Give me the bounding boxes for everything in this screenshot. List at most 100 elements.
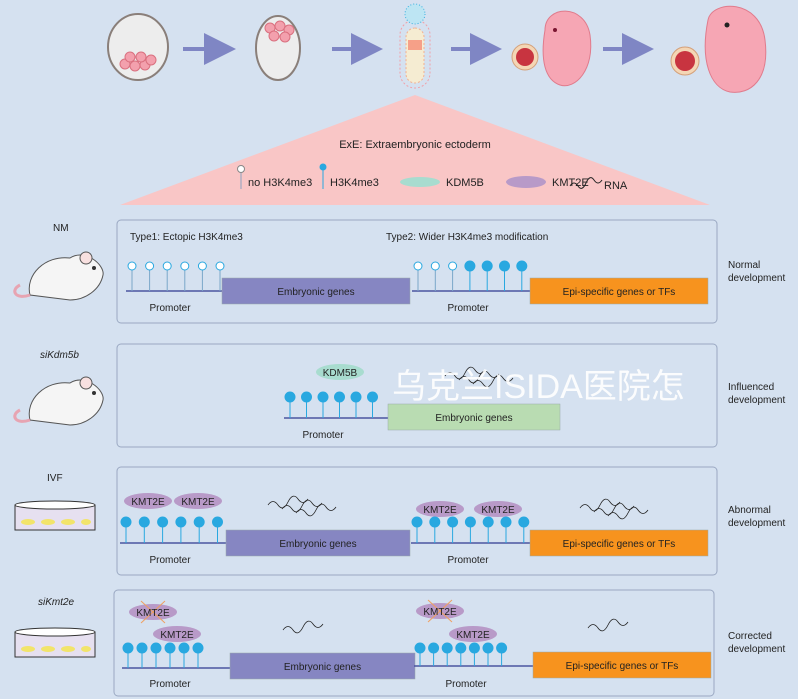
promoter-label: Promoter	[445, 679, 487, 690]
h3k4me3-pin	[468, 642, 480, 654]
h3k4me3-pin	[157, 516, 169, 528]
h3k4me3-pin	[136, 642, 148, 654]
embryo-e1-icon	[511, 10, 592, 87]
enzyme-ellipse	[124, 493, 172, 509]
rna-icon	[579, 498, 621, 512]
condition-label: siKmt2e	[38, 597, 75, 608]
gene-box	[229, 652, 416, 680]
h3k4me3-pin	[138, 516, 150, 528]
h3k4me3-pin	[164, 642, 176, 654]
h3k4me3-pin	[301, 391, 312, 403]
gene-label: Embryonic genes	[279, 539, 356, 550]
rna-icon	[267, 495, 309, 509]
exe-zoom-triangle	[120, 95, 710, 205]
rna-icon	[295, 503, 337, 517]
legend: no H3K4me3 H3K4me3 KDM5B KMT2E RNA	[237, 163, 628, 192]
kmt2e-icon	[506, 176, 546, 188]
rna-icon	[281, 499, 323, 513]
outcome-label: Influenced development	[728, 382, 785, 406]
promoter-label: Promoter	[447, 555, 489, 566]
rna-icon	[458, 370, 500, 384]
no-h3k4me3-pin	[197, 261, 207, 271]
blastocyst-icon	[107, 13, 169, 81]
implanted-blastocyst-icon	[255, 15, 301, 81]
enzyme-label: KMT2E	[481, 505, 515, 516]
legend-h3k4me3: H3K4me3	[330, 177, 379, 189]
no-h3k4me3-pin	[430, 261, 440, 271]
knockdown-cross-icon	[140, 600, 166, 624]
no-h3k4me3-pin	[215, 261, 225, 271]
promoter-label: Promoter	[149, 555, 191, 566]
enzyme-ellipse	[316, 364, 364, 380]
enzyme-ellipse	[174, 493, 222, 509]
rna-icon	[444, 366, 486, 380]
gene-box	[387, 403, 561, 431]
rna-icon	[587, 618, 629, 632]
outcome-label: Normal development	[728, 260, 785, 284]
gene-box	[225, 529, 411, 557]
enzyme-label: KMT2E	[423, 607, 457, 618]
enzyme-ellipse	[474, 501, 522, 517]
h3k4me3-pin	[447, 516, 459, 528]
h3k4me3-pin	[411, 516, 423, 528]
no-h3k4me3-pin	[127, 261, 137, 271]
h3k4me3-pin	[150, 642, 162, 654]
legend-title: ExE: Extraembryonic ectoderm	[339, 139, 491, 151]
gene-label: Embryonic genes	[435, 413, 512, 424]
mouse-icon	[13, 251, 104, 301]
gene-label: Embryonic genes	[277, 287, 354, 298]
outcome-label: Abnormal development	[728, 505, 785, 529]
no-h3k4me3-pin	[162, 261, 172, 271]
h3k4me3-pin	[455, 642, 467, 654]
promoter-label: Promoter	[149, 679, 191, 690]
watermark: 乌克兰ISIDA医院怎	[392, 368, 685, 406]
no-h3k4me3-pin	[180, 261, 190, 271]
h3k4me3-pin	[482, 642, 494, 654]
development-stages	[107, 3, 767, 93]
panel-sikmt2e	[113, 589, 715, 697]
embryo-e2-icon	[670, 5, 767, 93]
promoter-label: Promoter	[447, 303, 489, 314]
h3k4me3-pin	[122, 642, 134, 654]
promoter-label: Promoter	[149, 303, 191, 314]
gene-box	[529, 277, 709, 305]
rna-icon	[472, 374, 514, 388]
h3k4me3-pin	[212, 516, 223, 528]
h3k4me3-pin	[414, 642, 426, 654]
h3k4me3-pin	[350, 391, 362, 403]
gene-box	[221, 277, 411, 305]
no-h3k4me3-pin	[448, 261, 458, 271]
no-h3k4me3-pin	[145, 261, 155, 271]
condition-label: IVF	[47, 473, 63, 484]
enzyme-label: KMT2E	[136, 608, 170, 619]
condition-label: siKdm5b	[40, 350, 79, 361]
knockdown-cross-icon	[427, 599, 453, 623]
rna-icon	[569, 177, 603, 189]
gene-label: Epi-specific genes or TFs	[563, 539, 676, 550]
rna-icon	[607, 506, 649, 520]
enzyme-label: KMT2E	[423, 505, 457, 516]
h3k4me3-pin	[367, 391, 378, 403]
no-h3k4me3-pin	[413, 261, 423, 271]
h3k4me3-pin	[518, 516, 530, 528]
h3k4me3-pin	[192, 642, 204, 654]
rna-icon	[282, 620, 324, 634]
h3k4me3-pin	[428, 642, 440, 654]
h3k4me3-pin	[317, 391, 329, 403]
mouse-icon	[13, 376, 104, 426]
gene-box	[529, 529, 709, 557]
legend-rna: RNA	[604, 180, 628, 192]
gene-label: Epi-specific genes or TFs	[563, 287, 676, 298]
enzyme-label: KMT2E	[456, 630, 490, 641]
type2-label: Type2: Wider H3K4me3 modification	[386, 232, 548, 243]
h3k4me3-pin	[464, 516, 476, 528]
gene-box	[532, 651, 712, 679]
rna-icon	[593, 502, 635, 516]
culture-dish-icon	[14, 500, 96, 531]
h3k4me3-pin	[441, 642, 453, 654]
h3k4me3-pin	[284, 391, 296, 403]
h3k4me3-pin	[120, 516, 132, 528]
h3k4me3-pin	[481, 260, 493, 272]
enzyme-label: KMT2E	[160, 630, 194, 641]
h3k4me3-pin	[499, 260, 510, 272]
